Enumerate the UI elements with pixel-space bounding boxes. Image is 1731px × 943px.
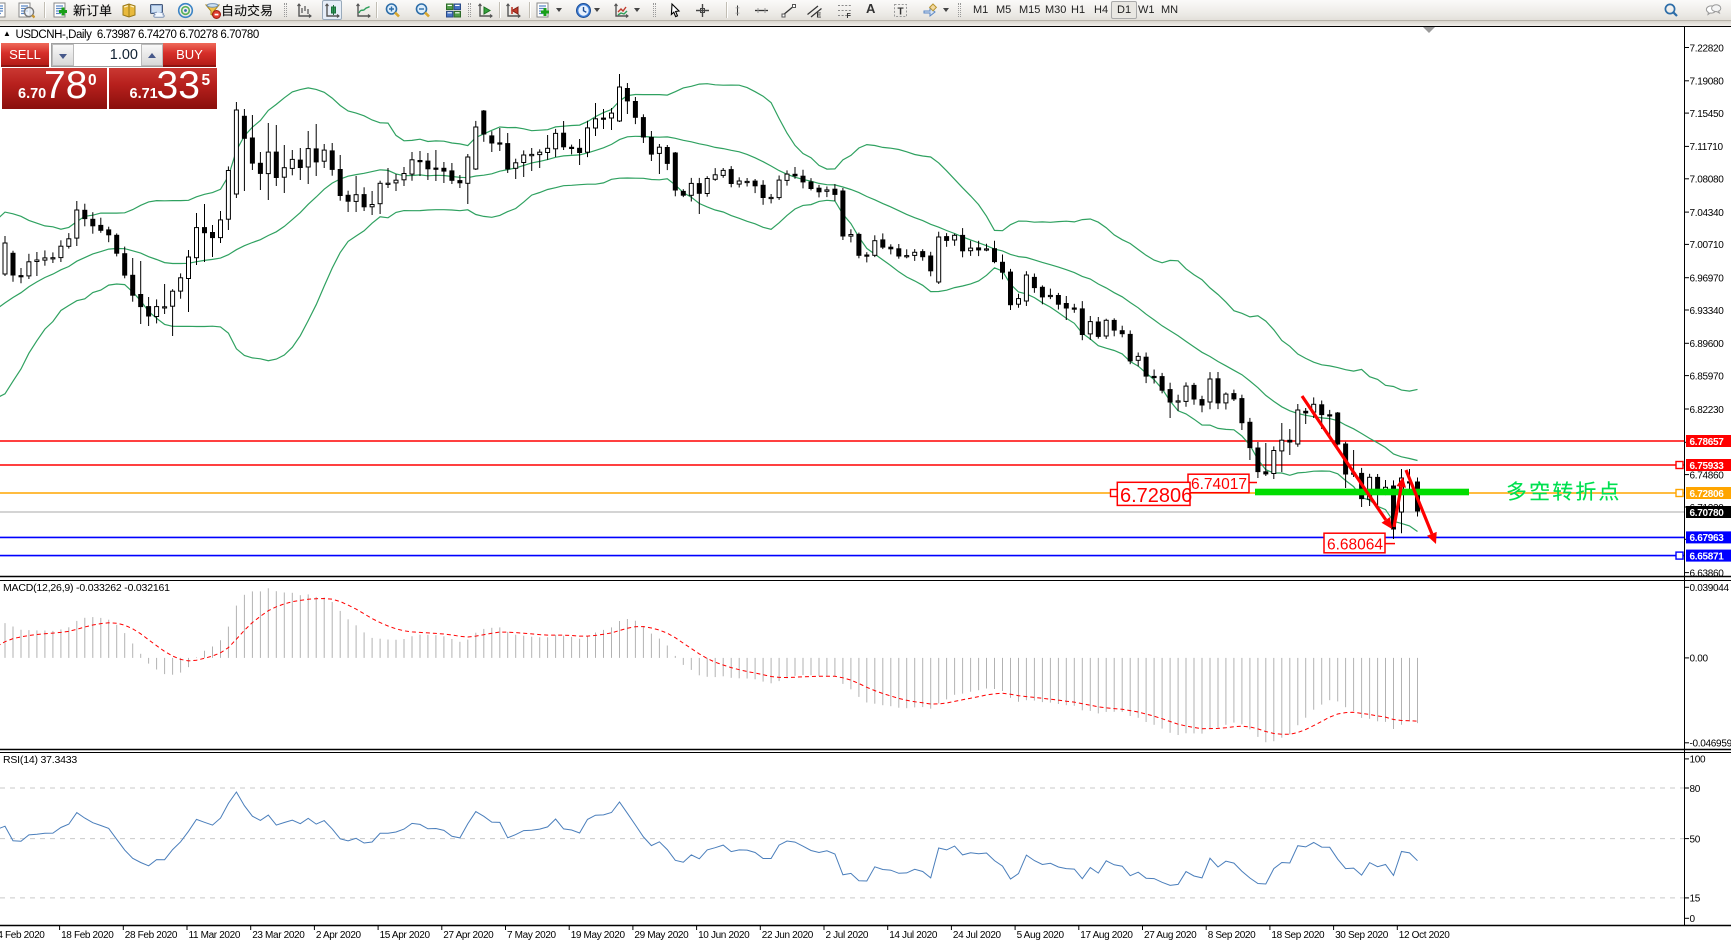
svg-text:6.78657: 6.78657 [1690,437,1725,448]
svg-text:6.93340: 6.93340 [1690,306,1725,317]
svg-text:10 Jun 2020: 10 Jun 2020 [698,930,750,941]
svg-text:18 Sep 2020: 18 Sep 2020 [1271,930,1325,941]
svg-text:50: 50 [1690,834,1701,845]
svg-text:6.74860: 6.74860 [1690,470,1725,481]
svg-text:23 Mar 2020: 23 Mar 2020 [252,930,305,941]
svg-text:29 May 2020: 29 May 2020 [634,930,689,941]
svg-text:0: 0 [1690,914,1696,925]
svg-text:7.00710: 7.00710 [1690,240,1725,251]
svg-text:7 May 2020: 7 May 2020 [507,930,557,941]
svg-text:T: T [898,7,904,18]
svg-text:6.75933: 6.75933 [1690,461,1725,472]
svg-text:6.89600: 6.89600 [1690,339,1725,350]
svg-text:7.19080: 7.19080 [1690,77,1725,88]
svg-text:6.96970: 6.96970 [1690,274,1725,285]
svg-text:7.15450: 7.15450 [1690,109,1725,120]
svg-text:0.00: 0.00 [1690,654,1709,665]
svg-text:7.04340: 7.04340 [1690,208,1725,219]
svg-text:11 Mar 2020: 11 Mar 2020 [189,930,241,941]
svg-text:80: 80 [1690,784,1701,795]
svg-text:RSI(14) 37.3433: RSI(14) 37.3433 [3,754,77,766]
svg-text:7.11710: 7.11710 [1690,142,1724,153]
svg-text:22 Jun 2020: 22 Jun 2020 [762,930,814,941]
svg-text:E: E [817,13,822,20]
svg-text:14 Jul 2020: 14 Jul 2020 [889,930,938,941]
svg-text:6.85970: 6.85970 [1690,371,1725,382]
svg-text:27 Aug 2020: 27 Aug 2020 [1144,930,1197,941]
svg-text:19 May 2020: 19 May 2020 [571,930,626,941]
svg-text:6.72806: 6.72806 [1690,489,1725,500]
svg-text:15 Apr 2020: 15 Apr 2020 [380,930,431,941]
svg-text:6.65871: 6.65871 [1690,551,1725,562]
svg-text:30 Sep 2020: 30 Sep 2020 [1335,930,1389,941]
svg-text:7.22820: 7.22820 [1690,43,1725,54]
svg-text:0.039044: 0.039044 [1690,583,1730,594]
svg-text:2 Apr 2020: 2 Apr 2020 [316,930,362,941]
svg-text:6.63860: 6.63860 [1690,568,1725,579]
svg-text:6.68064: 6.68064 [1327,536,1383,553]
svg-text:4 Feb 2020: 4 Feb 2020 [0,930,45,941]
svg-text:15: 15 [1690,894,1701,905]
svg-text:F: F [847,13,852,19]
svg-text:18 Feb 2020: 18 Feb 2020 [61,930,114,941]
svg-text:100: 100 [1690,755,1707,766]
svg-text:5 Aug 2020: 5 Aug 2020 [1017,930,1065,941]
svg-text:8 Sep 2020: 8 Sep 2020 [1208,930,1256,941]
svg-text:17 Aug 2020: 17 Aug 2020 [1080,930,1133,941]
svg-text:24 Jul 2020: 24 Jul 2020 [953,930,1002,941]
svg-text:6.70780: 6.70780 [1690,508,1725,519]
svg-text:-0.046959: -0.046959 [1690,739,1731,750]
svg-text:28 Feb 2020: 28 Feb 2020 [125,930,178,941]
svg-text:2 Jul 2020: 2 Jul 2020 [826,930,869,941]
svg-text:7.08080: 7.08080 [1690,175,1725,186]
svg-text:MACD(12,26,9) -0.033262 -0.032: MACD(12,26,9) -0.033262 -0.032161 [3,582,170,594]
svg-text:6.67963: 6.67963 [1690,533,1725,544]
svg-text:12 Oct 2020: 12 Oct 2020 [1399,930,1450,941]
svg-text:6.72806: 6.72806 [1120,485,1192,507]
svg-text:6.82230: 6.82230 [1690,405,1725,416]
svg-text:6.74017: 6.74017 [1191,476,1247,493]
svg-text:27 Apr 2020: 27 Apr 2020 [443,930,494,941]
